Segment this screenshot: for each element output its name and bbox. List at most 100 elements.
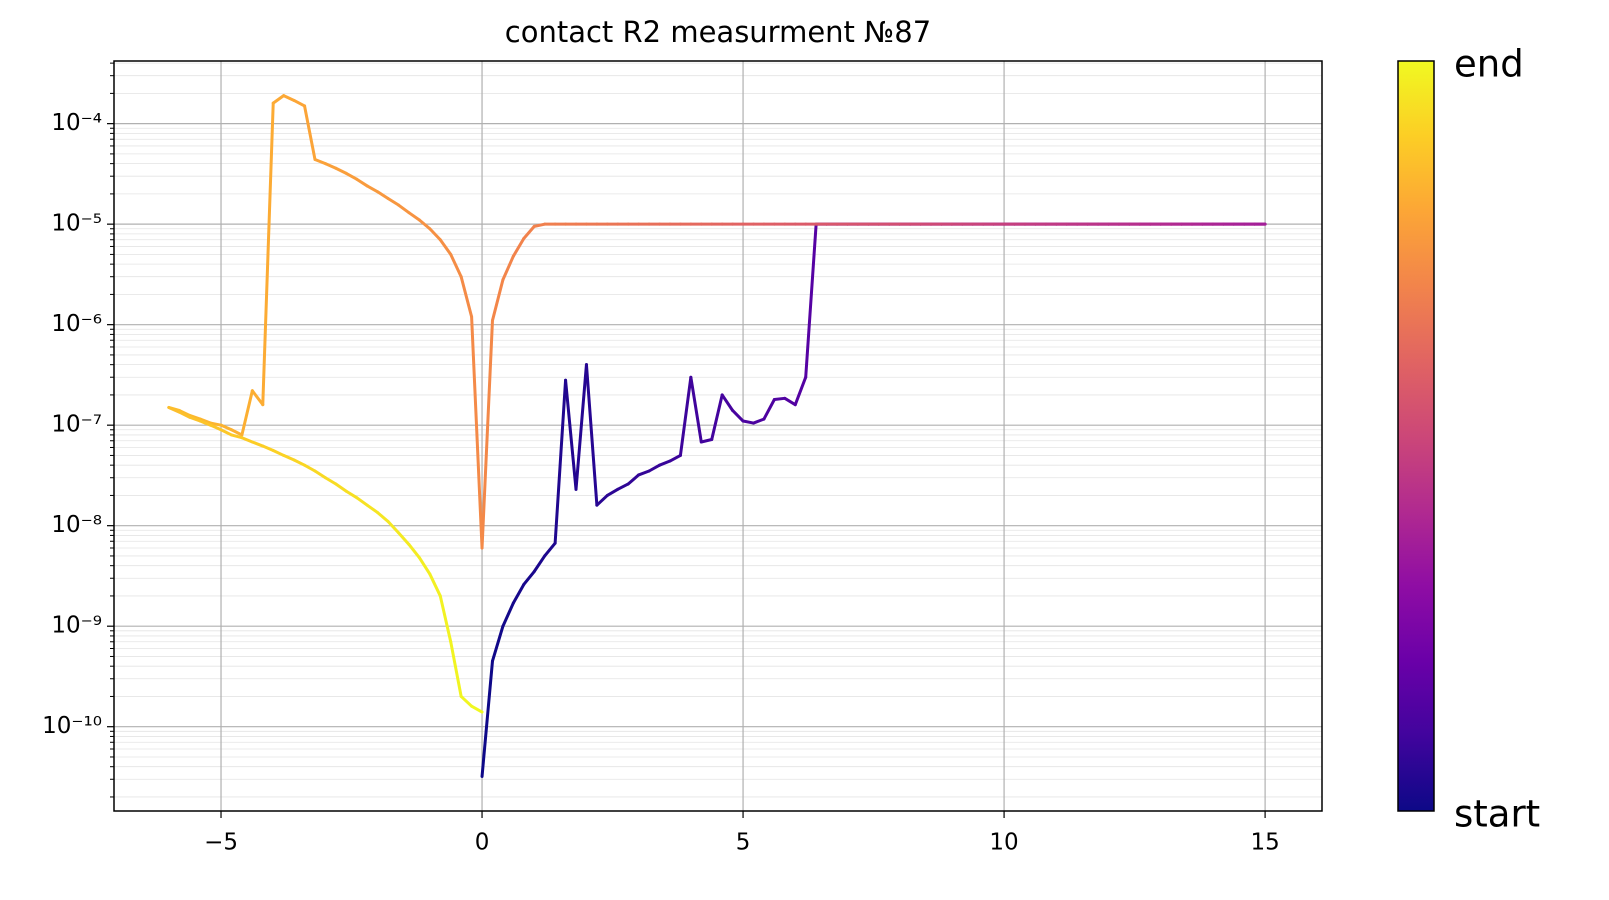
line-segment — [198, 419, 213, 427]
y-tick-label: 10⁻¹⁰ — [42, 713, 102, 739]
line-segment — [323, 162, 338, 170]
line-segment — [511, 582, 526, 605]
line-segment — [449, 640, 463, 698]
line-segment — [397, 531, 411, 546]
line-segment — [386, 196, 401, 207]
line-segment — [720, 393, 735, 412]
line-segment — [355, 177, 369, 188]
line-segment — [188, 415, 202, 423]
line-segment — [271, 448, 286, 457]
line-segment — [407, 211, 421, 222]
line-segment — [595, 493, 609, 507]
line-segment — [313, 157, 327, 166]
line-segment — [177, 410, 192, 419]
line-segment — [574, 363, 588, 491]
line-segment — [543, 541, 557, 558]
line-segment — [616, 482, 630, 491]
line-segment — [731, 408, 745, 423]
line-segment — [303, 463, 317, 473]
line-segment — [323, 476, 338, 486]
line-segment — [261, 444, 275, 452]
line-segment — [522, 224, 536, 240]
line-segment — [480, 659, 494, 778]
line-segment — [490, 624, 505, 663]
line-segment — [292, 98, 307, 108]
line-segment — [219, 428, 233, 437]
line-segment — [522, 570, 536, 586]
line-segment — [397, 203, 411, 215]
line-segment — [407, 542, 421, 560]
line-segment — [626, 473, 641, 486]
line-segment — [376, 190, 390, 200]
line-segment — [428, 572, 442, 598]
line-segment — [376, 511, 390, 524]
line-segment — [365, 184, 380, 194]
line-segment — [438, 594, 453, 644]
line-segment — [470, 315, 484, 550]
colorbar-start-label: start — [1454, 793, 1540, 836]
chart-title: contact R2 measurment №87 — [505, 15, 931, 49]
line-segment — [793, 375, 808, 407]
line-segment — [689, 375, 703, 444]
line-segment — [751, 417, 766, 425]
x-tick-label: 15 — [1250, 830, 1279, 856]
line-segment — [584, 363, 599, 507]
line-segment — [313, 469, 327, 480]
line-segment — [209, 423, 223, 432]
line-segment — [501, 601, 515, 628]
line-segment — [167, 405, 181, 414]
line-segment — [417, 556, 432, 576]
line-segment — [762, 398, 776, 421]
x-tick-label: −5 — [204, 830, 238, 856]
line-segment — [261, 101, 275, 407]
line-segment — [741, 419, 755, 425]
line-segment — [355, 496, 369, 507]
line-segment — [240, 389, 254, 437]
line-segment — [564, 378, 578, 491]
line-segment — [532, 554, 547, 574]
line-segment — [605, 487, 620, 497]
line-segment — [198, 417, 213, 425]
y-tick-label: 10⁻⁷ — [51, 412, 102, 438]
x-tick-label: 0 — [475, 830, 490, 856]
line-segment — [710, 393, 724, 442]
line-segment — [783, 396, 797, 407]
line-segment — [292, 458, 307, 467]
line-segment — [678, 375, 693, 457]
x-tick-label: 10 — [989, 830, 1018, 856]
y-tick-label: 10⁻⁴ — [51, 110, 102, 136]
line-segment — [250, 389, 265, 407]
line-segment — [344, 489, 359, 500]
line-segment — [459, 275, 474, 319]
line-segment — [188, 413, 202, 421]
line-segment — [480, 319, 494, 550]
line-segment — [417, 218, 432, 231]
colorbar — [1397, 60, 1435, 812]
line-segment — [470, 704, 484, 714]
line-segment — [490, 278, 505, 323]
line-segment — [229, 428, 244, 437]
x-tick-label: 5 — [736, 830, 751, 856]
y-tick-label: 10⁻⁹ — [51, 613, 102, 639]
line-segment — [668, 453, 682, 463]
line-segment — [501, 254, 515, 282]
line-segment — [532, 222, 547, 228]
line-segment — [271, 94, 286, 105]
line-segment — [511, 236, 526, 258]
line-segment — [282, 453, 296, 462]
line-segment — [438, 238, 453, 256]
line-segment — [282, 94, 296, 102]
line-segment — [459, 694, 474, 708]
line-segment — [647, 463, 662, 473]
line-segment — [658, 459, 672, 467]
line-segment — [240, 436, 254, 444]
line-segment — [365, 503, 380, 515]
y-tick-label: 10⁻⁸ — [51, 512, 102, 538]
colorbar-end-label: end — [1454, 43, 1524, 86]
line-segment — [804, 222, 818, 379]
line-segment — [344, 171, 359, 181]
line-segment — [449, 252, 463, 279]
y-tick-label: 10⁻⁶ — [51, 311, 102, 337]
